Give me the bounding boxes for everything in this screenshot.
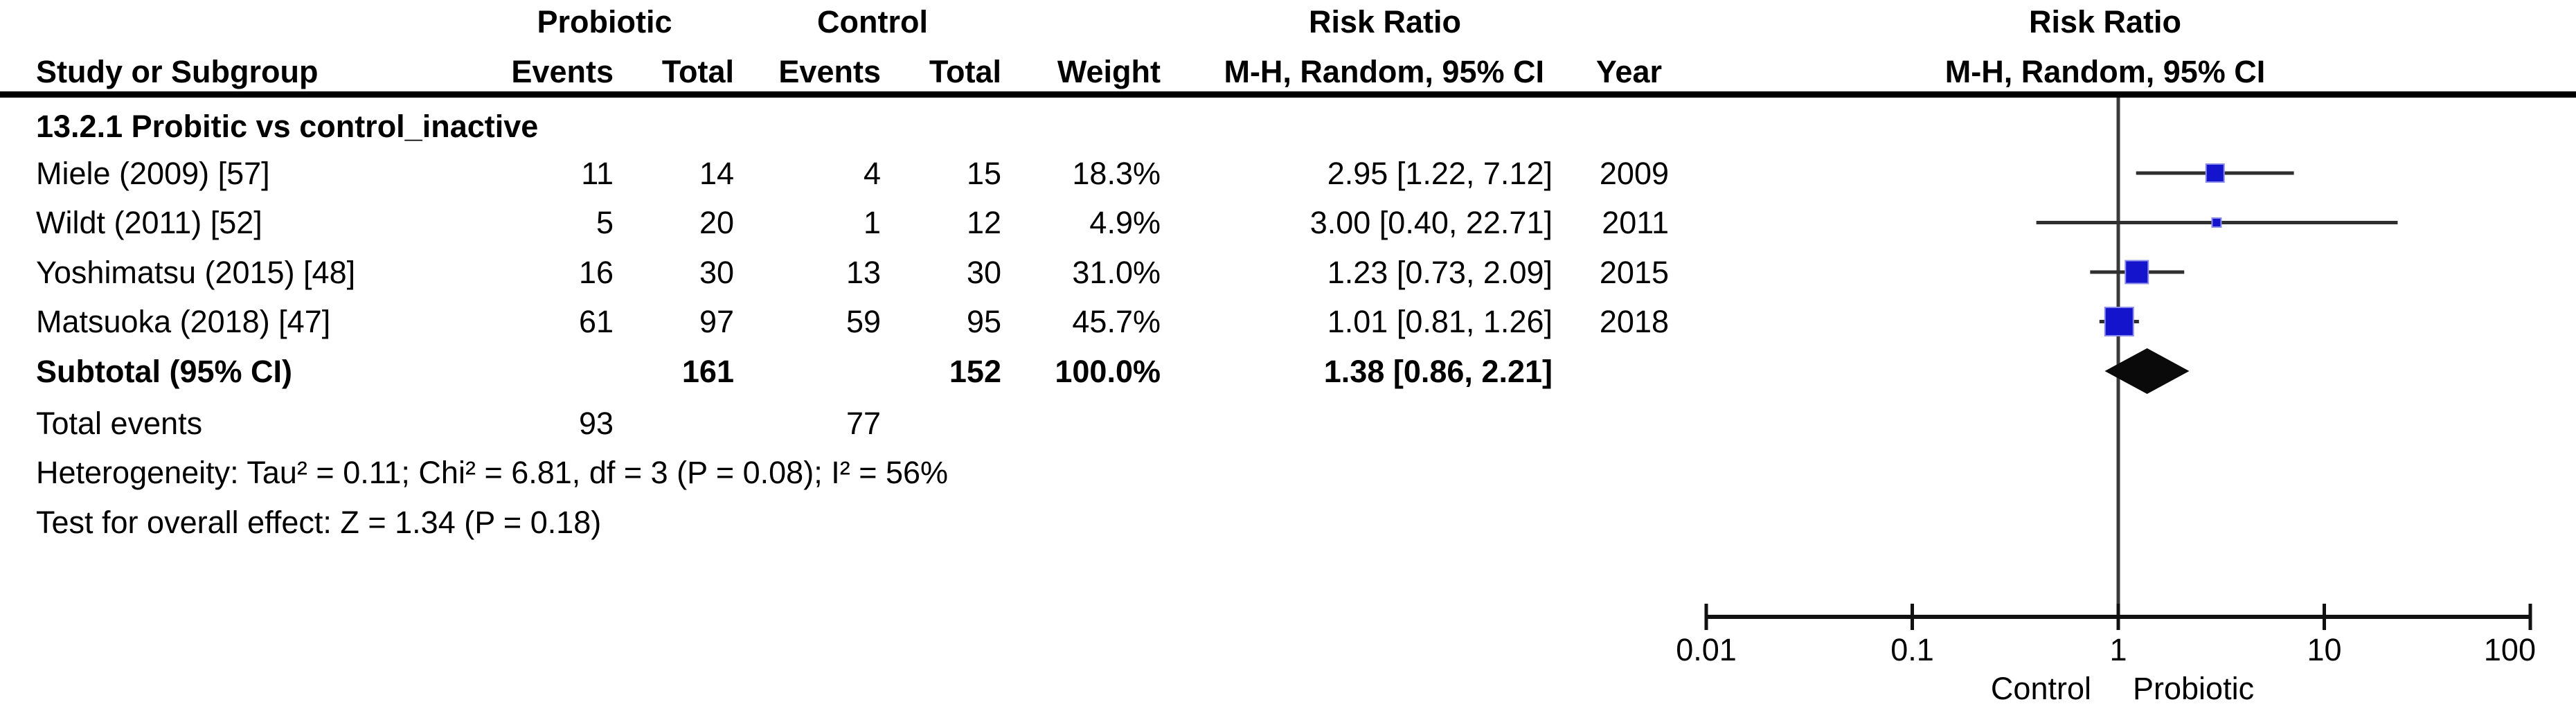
- overall-effect-text: Test for overall effect: Z = 1.34 (P = 0…: [36, 505, 602, 540]
- study-marker: [2205, 163, 2225, 183]
- total2-value: 95: [966, 304, 1001, 339]
- total1-value: 14: [699, 156, 734, 191]
- events2-value: 13: [846, 255, 881, 290]
- axis-tick-mark: [1911, 604, 1914, 630]
- events2-value: 59: [846, 304, 881, 339]
- column-header-weight: Weight: [1057, 54, 1161, 89]
- weight-value: 31.0%: [1072, 255, 1161, 290]
- ci-text-value: 3.00 [0.40, 22.71]: [1309, 205, 1553, 240]
- study-name: Matsuoka (2018) [47]: [36, 304, 331, 339]
- year-value: 2009: [1599, 156, 1669, 191]
- column-header-events2: Events: [778, 54, 881, 89]
- weight-value: 45.7%: [1072, 304, 1161, 339]
- ci-text-value: 1.23 [0.73, 2.09]: [1327, 255, 1553, 290]
- axis-tick-label: 1: [2109, 632, 2127, 667]
- study-marker: [2211, 217, 2222, 228]
- events2-value: 1: [863, 205, 881, 240]
- subtotal-weight: 100.0%: [1055, 354, 1161, 389]
- null-effect-line: [2116, 98, 2120, 617]
- subtotal-label: Subtotal (95% CI): [36, 354, 293, 389]
- column-header-total2: Total: [929, 54, 1001, 89]
- axis-tick-label: 10: [2307, 632, 2342, 667]
- weight-value: 4.9%: [1089, 205, 1161, 240]
- axis-label-probiotic: Probiotic: [2133, 671, 2255, 706]
- subtotal-total2: 152: [949, 354, 1001, 389]
- ci-text-value: 2.95 [1.22, 7.12]: [1327, 156, 1553, 191]
- pooled-diamond: [2104, 348, 2190, 394]
- subtotal-ci-text: 1.38 [0.86, 2.21]: [1323, 354, 1553, 389]
- total2-value: 15: [966, 156, 1001, 191]
- ci-text-value: 1.01 [0.81, 1.26]: [1327, 304, 1553, 339]
- axis-tick-mark: [2528, 604, 2532, 630]
- year-value: 2011: [1602, 205, 1669, 240]
- study-marker: [2125, 260, 2149, 285]
- subtotal-total1: 161: [681, 354, 734, 389]
- year-value: 2015: [1599, 255, 1669, 290]
- events1-value: 11: [581, 156, 614, 191]
- total2-value: 12: [966, 205, 1001, 240]
- total-events-control: 77: [846, 406, 881, 441]
- total-events-label: Total events: [36, 406, 203, 441]
- column-header-mh-ci-right: M-H, Random, 95% CI: [1944, 54, 2266, 89]
- weight-value: 18.3%: [1072, 156, 1161, 191]
- subgroup-heading: 13.2.1 Probitic vs control_inactive: [36, 109, 539, 144]
- events1-value: 5: [596, 205, 614, 240]
- study-name: Wildt (2011) [52]: [36, 205, 262, 240]
- axis-tick-label: 100: [2483, 632, 2536, 667]
- axis-tick-label: 0.1: [1890, 632, 1934, 667]
- study-marker: [2104, 307, 2134, 336]
- axis-tick-mark: [1704, 604, 1708, 630]
- column-header-mh-ci-left: M-H, Random, 95% CI: [1224, 54, 1544, 89]
- total1-value: 97: [699, 304, 734, 339]
- total1-value: 20: [699, 205, 734, 240]
- total1-value: 30: [699, 255, 734, 290]
- total-events-probiotic: 93: [578, 406, 614, 441]
- events2-value: 4: [863, 156, 881, 191]
- axis-tick-mark: [2116, 604, 2120, 630]
- axis-label-control: Control: [1990, 671, 2091, 706]
- header-separator-line: [0, 91, 2576, 98]
- study-name: Yoshimatsu (2015) [48]: [36, 255, 356, 290]
- risk-ratio-header-right: Risk Ratio: [2028, 4, 2182, 39]
- heterogeneity-text: Heterogeneity: Tau² = 0.11; Chi² = 6.81,…: [36, 455, 949, 490]
- column-header-year: Year: [1595, 54, 1662, 89]
- axis-tick-mark: [2323, 604, 2326, 630]
- events1-value: 16: [578, 255, 614, 290]
- column-header-study: Study or Subgroup: [36, 54, 319, 89]
- column-header-events1: Events: [511, 54, 614, 89]
- study-name: Miele (2009) [57]: [36, 156, 270, 191]
- year-value: 2018: [1599, 304, 1669, 339]
- group-header-probiotic: Probiotic: [537, 4, 672, 39]
- axis-tick-label: 0.01: [1676, 632, 1737, 667]
- column-header-total1: Total: [661, 54, 734, 89]
- total2-value: 30: [966, 255, 1001, 290]
- events1-value: 61: [578, 304, 614, 339]
- group-header-control: Control: [817, 4, 928, 39]
- risk-ratio-header-left: Risk Ratio: [1308, 4, 1462, 39]
